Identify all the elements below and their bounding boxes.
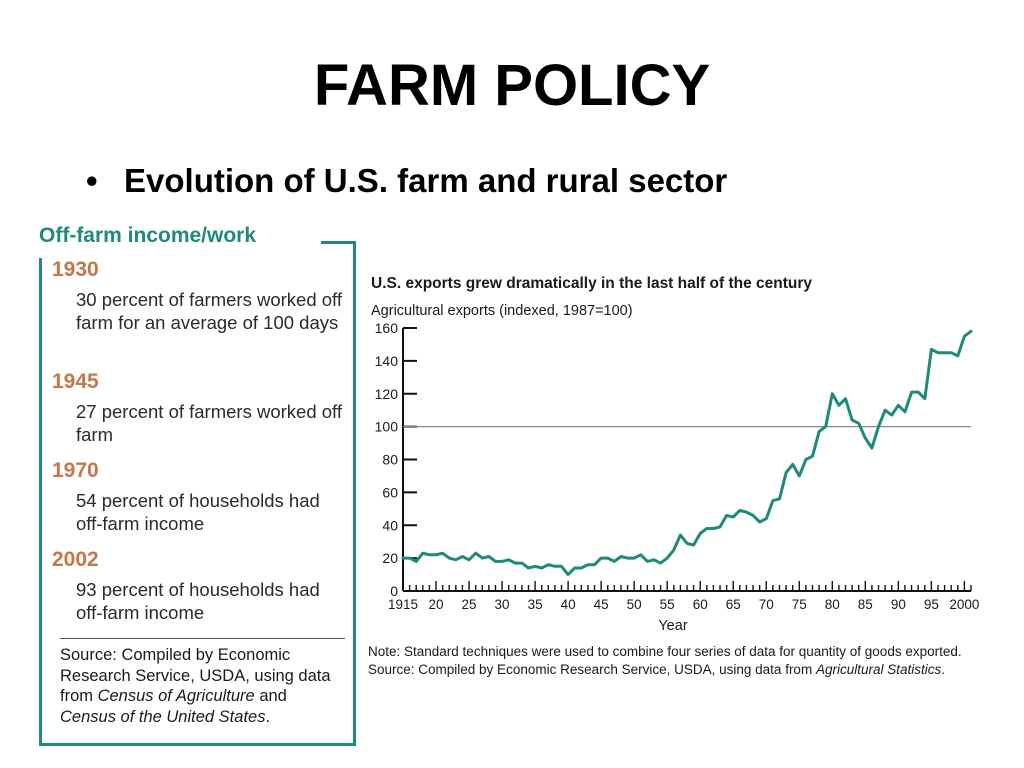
entry-year: 2002 — [52, 548, 99, 571]
panel-source-title-2: Census of the United States — [60, 707, 266, 726]
chart-note-line: Note: Standard techniques were used to c… — [368, 644, 962, 659]
bullet-item: • Evolution of U.S. farm and rural sector — [86, 162, 727, 200]
timeline-entry-1930: 1930 30 percent of farmers worked off fa… — [52, 258, 346, 334]
chart-y-axis-label: Agricultural exports (indexed, 1987=100) — [371, 303, 633, 319]
timeline-entry-1945: 1945 27 percent of farmers worked off fa… — [52, 370, 346, 446]
y-tick-label: 140 — [375, 353, 399, 369]
chart-note-source-prefix: Source: Compiled by Economic Research Se… — [368, 661, 816, 677]
y-tick-label: 120 — [375, 386, 399, 402]
panel-source-prefix: Source: Compiled by Economic Research Se… — [60, 646, 331, 705]
x-tick-label: 35 — [528, 597, 543, 612]
entry-text: 27 percent of farmers worked off farm — [76, 401, 342, 445]
timeline-entry-2002: 2002 93 percent of households had off-fa… — [52, 548, 346, 624]
x-tick-label: 80 — [825, 597, 840, 612]
x-tick-label: 55 — [660, 597, 675, 612]
slide-title: FARM POLICY — [313, 53, 711, 118]
entry-year: 1970 — [52, 459, 99, 482]
entry-text: 54 percent of households had off-farm in… — [76, 490, 320, 534]
x-tick-label: 70 — [759, 597, 774, 612]
panel-heading: Off-farm income/work — [39, 224, 257, 247]
x-tick-label: 2000 — [949, 597, 979, 612]
chart-note-source-title: Agricultural Statistics — [815, 661, 942, 677]
entry-text: 93 percent of households had off-farm in… — [76, 579, 320, 623]
x-tick-label: 45 — [594, 597, 609, 612]
series-line-exports — [401, 329, 973, 577]
y-tick-label: 100 — [375, 419, 399, 435]
x-tick-label: 50 — [627, 597, 642, 612]
chart-note-source: Source: Compiled by Economic Research Se… — [368, 661, 968, 679]
y-tick-label: 80 — [382, 452, 398, 468]
x-tick-label: 25 — [462, 597, 477, 612]
bullet-text: Evolution of U.S. farm and rural sector — [124, 162, 728, 199]
chart-x-axis-label: Year — [658, 618, 687, 634]
x-tick-label: 85 — [858, 597, 873, 612]
y-tick-label: 40 — [382, 517, 398, 533]
entry-text: 30 percent of farmers worked off farm fo… — [76, 289, 342, 333]
chart-title: U.S. exports grew dramatically in the la… — [371, 275, 812, 292]
bullet-symbol: • — [86, 162, 98, 199]
panel-border-bottom — [39, 743, 356, 746]
panel-border-right — [353, 241, 356, 746]
entry-year: 1930 — [52, 258, 99, 281]
chart-note-source-suffix: . — [941, 661, 946, 677]
timeline-entry-1970: 1970 54 percent of households had off-fa… — [52, 459, 346, 535]
panel-border-top — [321, 241, 356, 244]
panel-source-suffix: . — [265, 707, 271, 726]
entry-year: 1945 — [52, 370, 99, 393]
x-tick-label: 20 — [429, 597, 444, 612]
panel-source-title-1: Census of Agriculture — [97, 687, 255, 705]
panel-border-left — [39, 258, 42, 746]
panel-source-middle: and — [254, 687, 287, 705]
y-tick-label: 0 — [390, 583, 398, 599]
x-axis: 1915 20 25 30 35 40 45 50 55 60 65 70 75 80 85 90 95 2000 — [388, 581, 979, 612]
x-tick-label: 65 — [726, 597, 741, 612]
series-group — [401, 329, 973, 577]
y-tick-label: 20 — [382, 550, 398, 566]
x-tick-label: 1915 — [388, 597, 418, 612]
x-tick-label: 40 — [561, 597, 576, 612]
source-divider — [60, 638, 345, 639]
x-tick-label: 95 — [924, 597, 939, 612]
x-tick-label: 75 — [792, 597, 807, 612]
y-axis: 0 20 40 60 80 100 120 140 160 — [375, 320, 417, 599]
x-tick-label: 60 — [693, 597, 708, 612]
exports-line-chart: U.S. exports grew dramatically in the la… — [371, 275, 979, 634]
y-tick-label: 60 — [382, 484, 398, 500]
chart-note: Note: Standard techniques were used to c… — [368, 643, 968, 678]
x-tick-label: 30 — [495, 597, 510, 612]
panel-source: Source: Compiled by Economic Research Se… — [60, 645, 345, 727]
x-tick-label: 90 — [891, 597, 906, 612]
y-tick-label: 160 — [375, 320, 399, 336]
